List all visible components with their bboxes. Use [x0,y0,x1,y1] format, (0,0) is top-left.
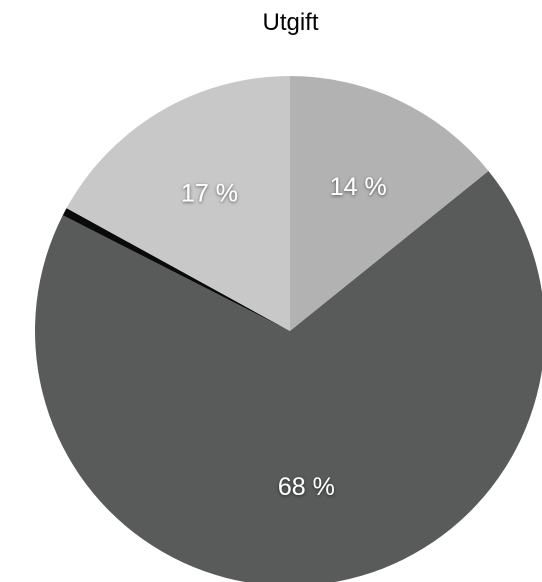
pie-slice-2 [62,208,290,331]
slice-label-0: 14 % [330,173,387,201]
chart-title: Utgift [262,9,319,36]
pie-labels: 14 % 68 % 17 % [181,173,387,501]
slice-label-1: 68 % [278,473,335,501]
pie-slices [35,76,542,582]
pie-slice-0 [290,76,489,331]
pie-slice-1 [35,170,542,582]
slice-label-3: 17 % [181,180,238,208]
pie-slice-3 [66,76,290,331]
